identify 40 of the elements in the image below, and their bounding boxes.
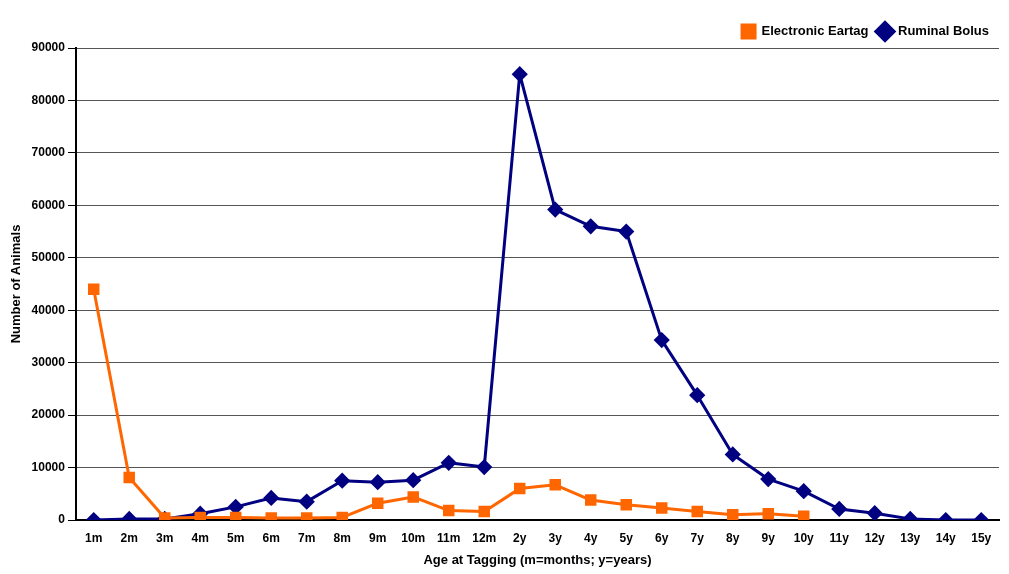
x-tick-label: 8m bbox=[333, 530, 351, 545]
y-tick-label: 20000 bbox=[31, 407, 66, 422]
legend-label: Ruminal Bolus bbox=[897, 23, 990, 39]
x-tick-label: 8y bbox=[726, 530, 740, 545]
y-tick-label: 70000 bbox=[31, 145, 66, 160]
x-tick-label: 5y bbox=[619, 530, 634, 545]
x-tick-label: 9y bbox=[761, 530, 776, 545]
x-tick-label: 11y bbox=[829, 530, 850, 545]
x-tick-label: 4m bbox=[191, 530, 209, 545]
x-tick-label: 4y bbox=[584, 530, 598, 545]
x-axis-title: Age at Tagging (m=months; y=years) bbox=[423, 551, 652, 567]
x-tick-label: 2y bbox=[513, 530, 527, 545]
x-tick-label: 3y bbox=[548, 530, 563, 545]
x-tick-label: 14y bbox=[935, 530, 957, 545]
x-tick-label: 5m bbox=[227, 530, 245, 545]
x-tick-label: 12y bbox=[864, 530, 886, 545]
y-tick-label: 60000 bbox=[31, 197, 66, 212]
y-tick-label: 10000 bbox=[31, 459, 66, 474]
x-tick-label: 13y bbox=[900, 530, 921, 545]
x-tick-label: 6m bbox=[262, 530, 280, 545]
x-tick-label: 11m bbox=[437, 530, 461, 545]
x-tick-label: 12m bbox=[472, 530, 497, 545]
x-tick-label: 2m bbox=[120, 530, 138, 545]
y-tick-label: 40000 bbox=[31, 302, 66, 317]
y-tick-label: 80000 bbox=[31, 92, 66, 107]
y-axis-title: Number of Animals bbox=[8, 224, 24, 344]
legend-label: Electronic Eartag bbox=[761, 23, 869, 39]
x-tick-label: 10y bbox=[793, 530, 815, 545]
y-tick-label: 90000 bbox=[31, 40, 66, 55]
x-tick-label: 7y bbox=[690, 530, 705, 545]
x-tick-label: 7m bbox=[298, 530, 316, 545]
x-tick-label: 15y bbox=[971, 530, 992, 545]
x-tick-label: 1m bbox=[85, 530, 103, 545]
x-tick-label: 9m bbox=[369, 530, 387, 545]
y-tick-label: 0 bbox=[58, 512, 66, 527]
x-tick-label: 10m bbox=[401, 530, 426, 545]
x-tick-label: 6y bbox=[655, 530, 669, 545]
x-tick-label: 3m bbox=[156, 530, 174, 545]
y-tick-label: 30000 bbox=[31, 354, 66, 369]
y-tick-label: 50000 bbox=[31, 250, 66, 265]
